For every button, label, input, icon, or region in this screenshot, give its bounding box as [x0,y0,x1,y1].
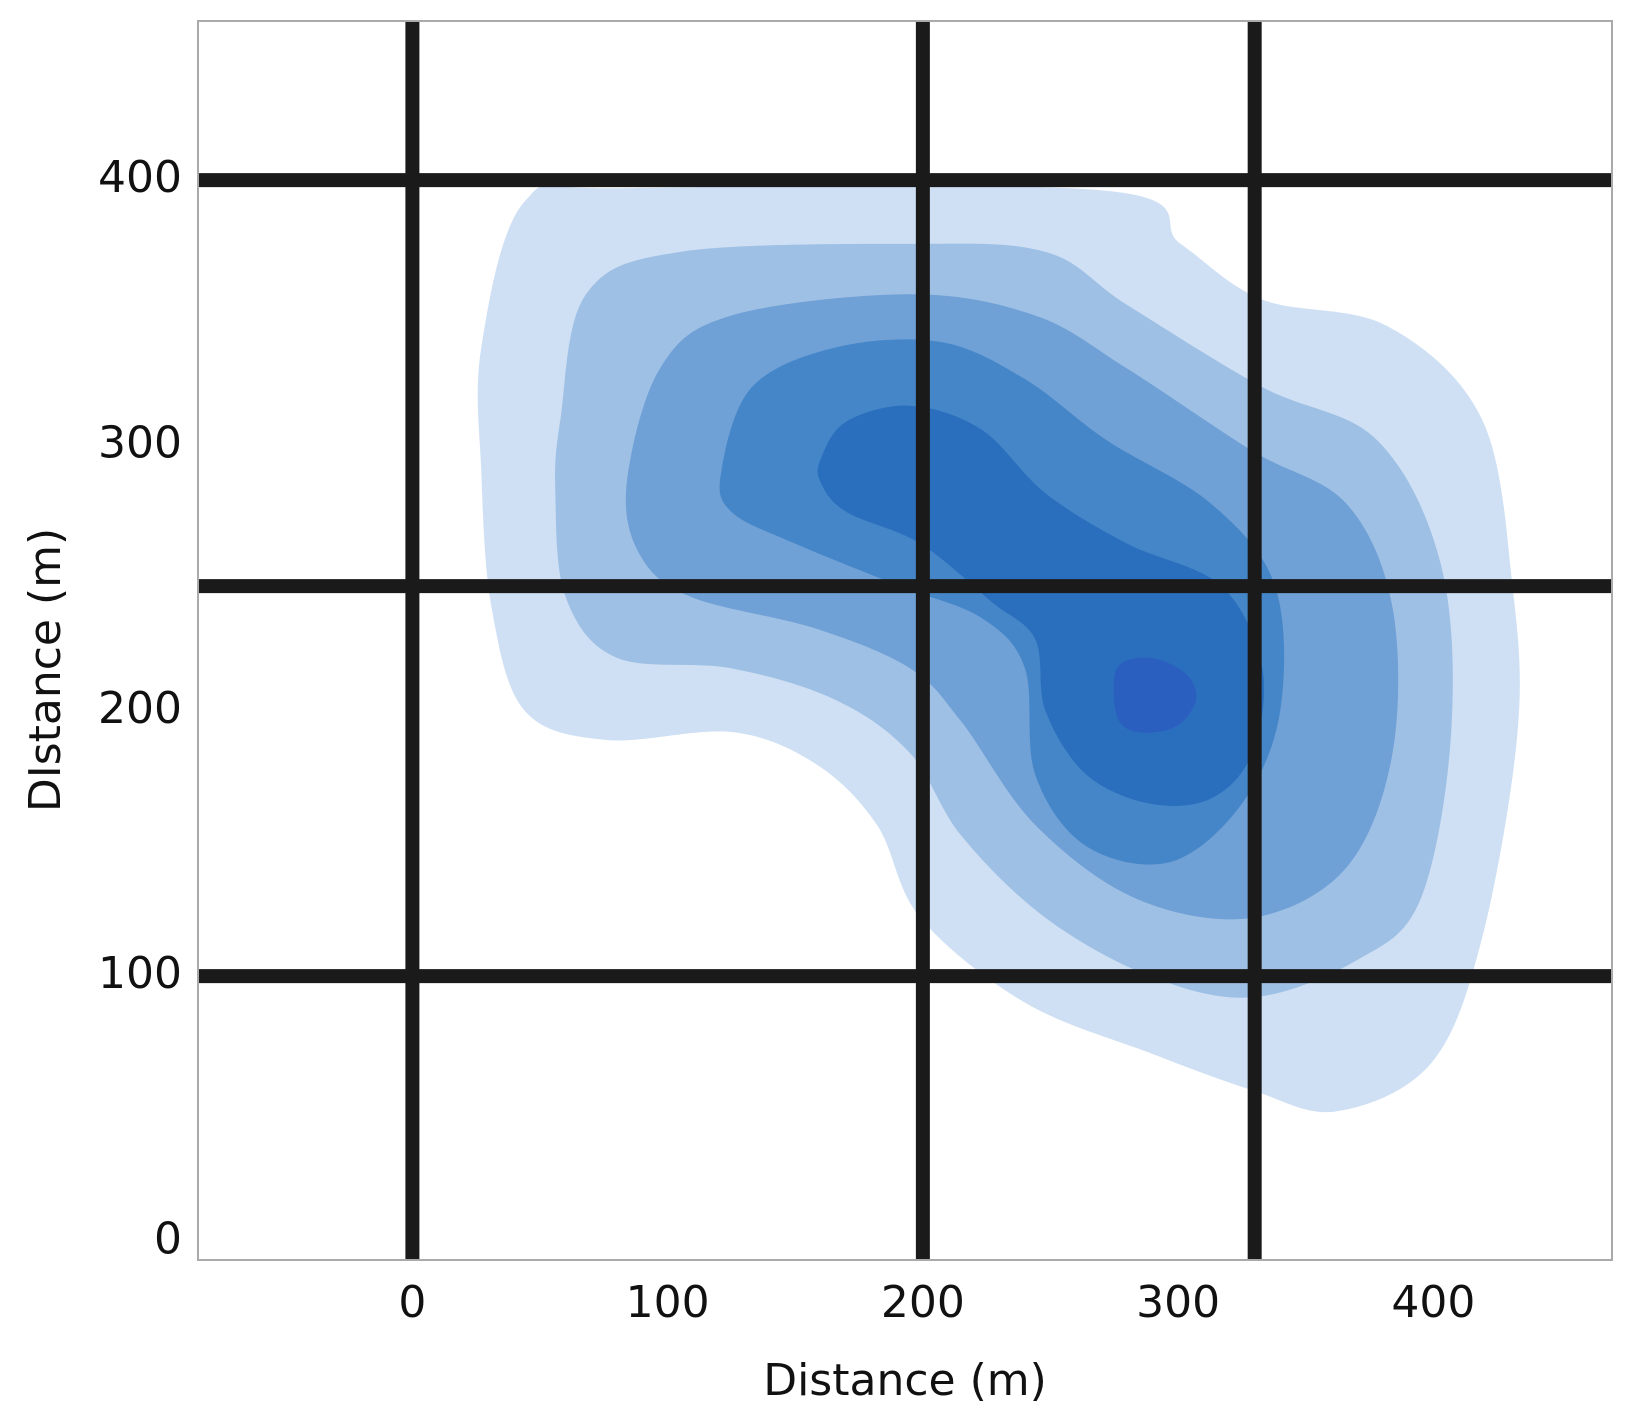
x-tick-label: 400 [1391,1277,1475,1328]
plot-area [198,21,1612,1260]
y-tick-label: 0 [154,1213,182,1264]
x-tick-label: 100 [626,1277,710,1328]
y-tick-label: 200 [98,683,182,734]
y-axis-label: DIstance (m) [20,528,71,812]
x-tick-label: 0 [398,1277,426,1328]
y-tick-label: 300 [98,417,182,468]
x-axis-label: Distance (m) [763,1355,1047,1406]
axes-frame [197,20,1613,1261]
x-tick-label: 200 [881,1277,965,1328]
y-tick-label: 400 [98,152,182,203]
density-level [1113,657,1197,733]
y-tick-label: 100 [98,948,182,999]
x-tick-label: 300 [1136,1277,1220,1328]
